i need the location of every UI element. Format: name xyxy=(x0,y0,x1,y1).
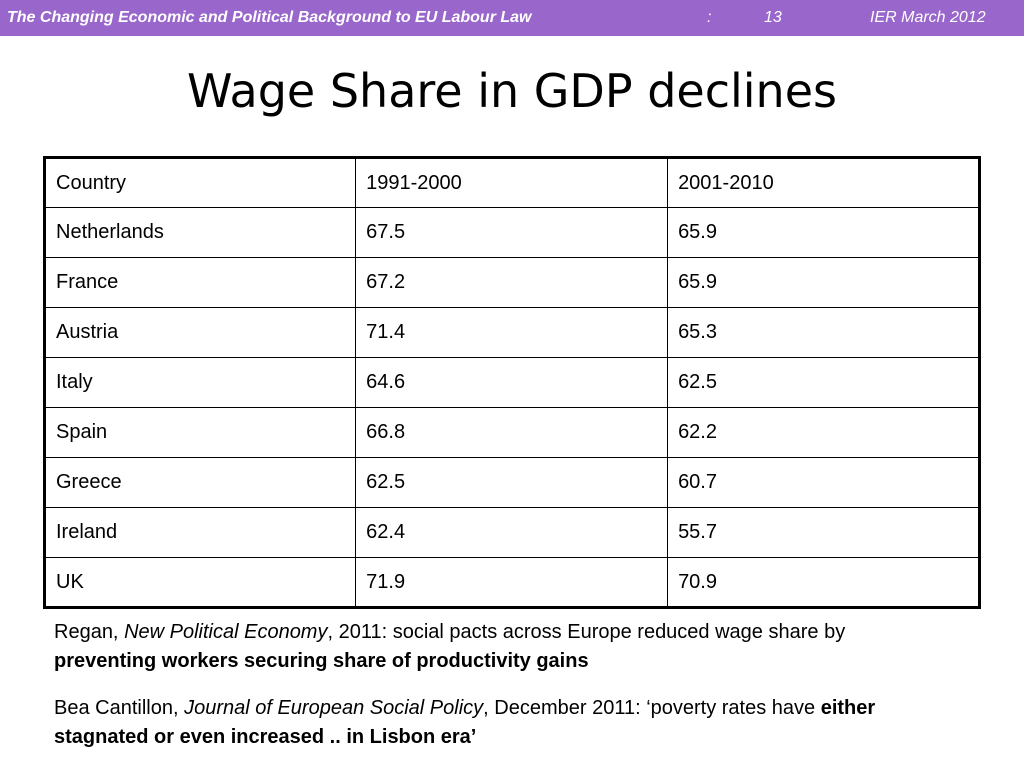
table-row: Austria 71.4 65.3 xyxy=(43,307,980,358)
value-cell-2001-2010: 60.7 xyxy=(667,457,980,508)
value-cell-2001-2010: 65.3 xyxy=(667,307,980,358)
value-cell-1991-2000: 71.4 xyxy=(355,307,669,358)
column-header-2001-2010: 2001-2010 xyxy=(667,157,980,208)
citation-emphasis: preventing workers securing share of pro… xyxy=(54,650,589,672)
header-colon: : xyxy=(707,9,712,26)
value-cell-2001-2010: 65.9 xyxy=(667,207,980,258)
value-cell-2001-2010: 70.9 xyxy=(667,557,980,608)
citation-publication: Journal of European Social Policy xyxy=(184,697,484,719)
wage-share-table: Country 1991-2000 2001-2010 Netherlands … xyxy=(43,156,981,609)
citation-regan: Regan, New Political Economy, 2011: soci… xyxy=(54,618,934,676)
value-cell-1991-2000: 67.2 xyxy=(355,257,669,308)
column-header-1991-2000: 1991-2000 xyxy=(355,157,669,208)
citation-text: , 2011: social pacts across Europe reduc… xyxy=(327,621,846,643)
country-cell: Netherlands xyxy=(43,207,357,258)
value-cell-1991-2000: 66.8 xyxy=(355,407,669,458)
value-cell-1991-2000: 62.4 xyxy=(355,507,669,558)
table-row: France 67.2 65.9 xyxy=(43,257,980,308)
value-cell-2001-2010: 55.7 xyxy=(667,507,980,558)
citation-text: , December 2011: ‘poverty rates have xyxy=(483,697,821,719)
value-cell-1991-2000: 67.5 xyxy=(355,207,669,258)
value-cell-2001-2010: 62.2 xyxy=(667,407,980,458)
table-row: Netherlands 67.5 65.9 xyxy=(43,207,980,258)
table-row: Ireland 62.4 55.7 xyxy=(43,507,980,558)
value-cell-2001-2010: 62.5 xyxy=(667,357,980,408)
column-header-country: Country xyxy=(43,157,357,208)
table-row: Italy 64.6 62.5 xyxy=(43,357,980,408)
country-cell: Austria xyxy=(43,307,357,358)
value-cell-1991-2000: 71.9 xyxy=(355,557,669,608)
citation-publication: New Political Economy xyxy=(124,621,328,643)
citation-author: Bea Cantillon, xyxy=(54,697,185,719)
country-cell: Greece xyxy=(43,457,357,508)
header-title: The Changing Economic and Political Back… xyxy=(7,9,532,26)
table-header-row: Country 1991-2000 2001-2010 xyxy=(43,157,980,208)
table-row: Greece 62.5 60.7 xyxy=(43,457,980,508)
value-cell-2001-2010: 65.9 xyxy=(667,257,980,308)
header-date: IER March 2012 xyxy=(870,9,986,26)
table-row: UK 71.9 70.9 xyxy=(43,557,980,608)
country-cell: UK xyxy=(43,557,357,608)
citation-author: Regan, xyxy=(54,621,125,643)
country-cell: Italy xyxy=(43,357,357,408)
citation-emphasis: either stagnated or even increased .. in… xyxy=(54,697,876,748)
slide-title: Wage Share in GDP declines xyxy=(187,64,837,118)
country-cell: Ireland xyxy=(43,507,357,558)
country-cell: France xyxy=(43,257,357,308)
page-number: 13 xyxy=(764,9,782,26)
header-bar: The Changing Economic and Political Back… xyxy=(0,0,1024,36)
table-row: Spain 66.8 62.2 xyxy=(43,407,980,458)
value-cell-1991-2000: 64.6 xyxy=(355,357,669,408)
value-cell-1991-2000: 62.5 xyxy=(355,457,669,508)
citation-cantillon: Bea Cantillon, Journal of European Socia… xyxy=(54,694,934,752)
country-cell: Spain xyxy=(43,407,357,458)
